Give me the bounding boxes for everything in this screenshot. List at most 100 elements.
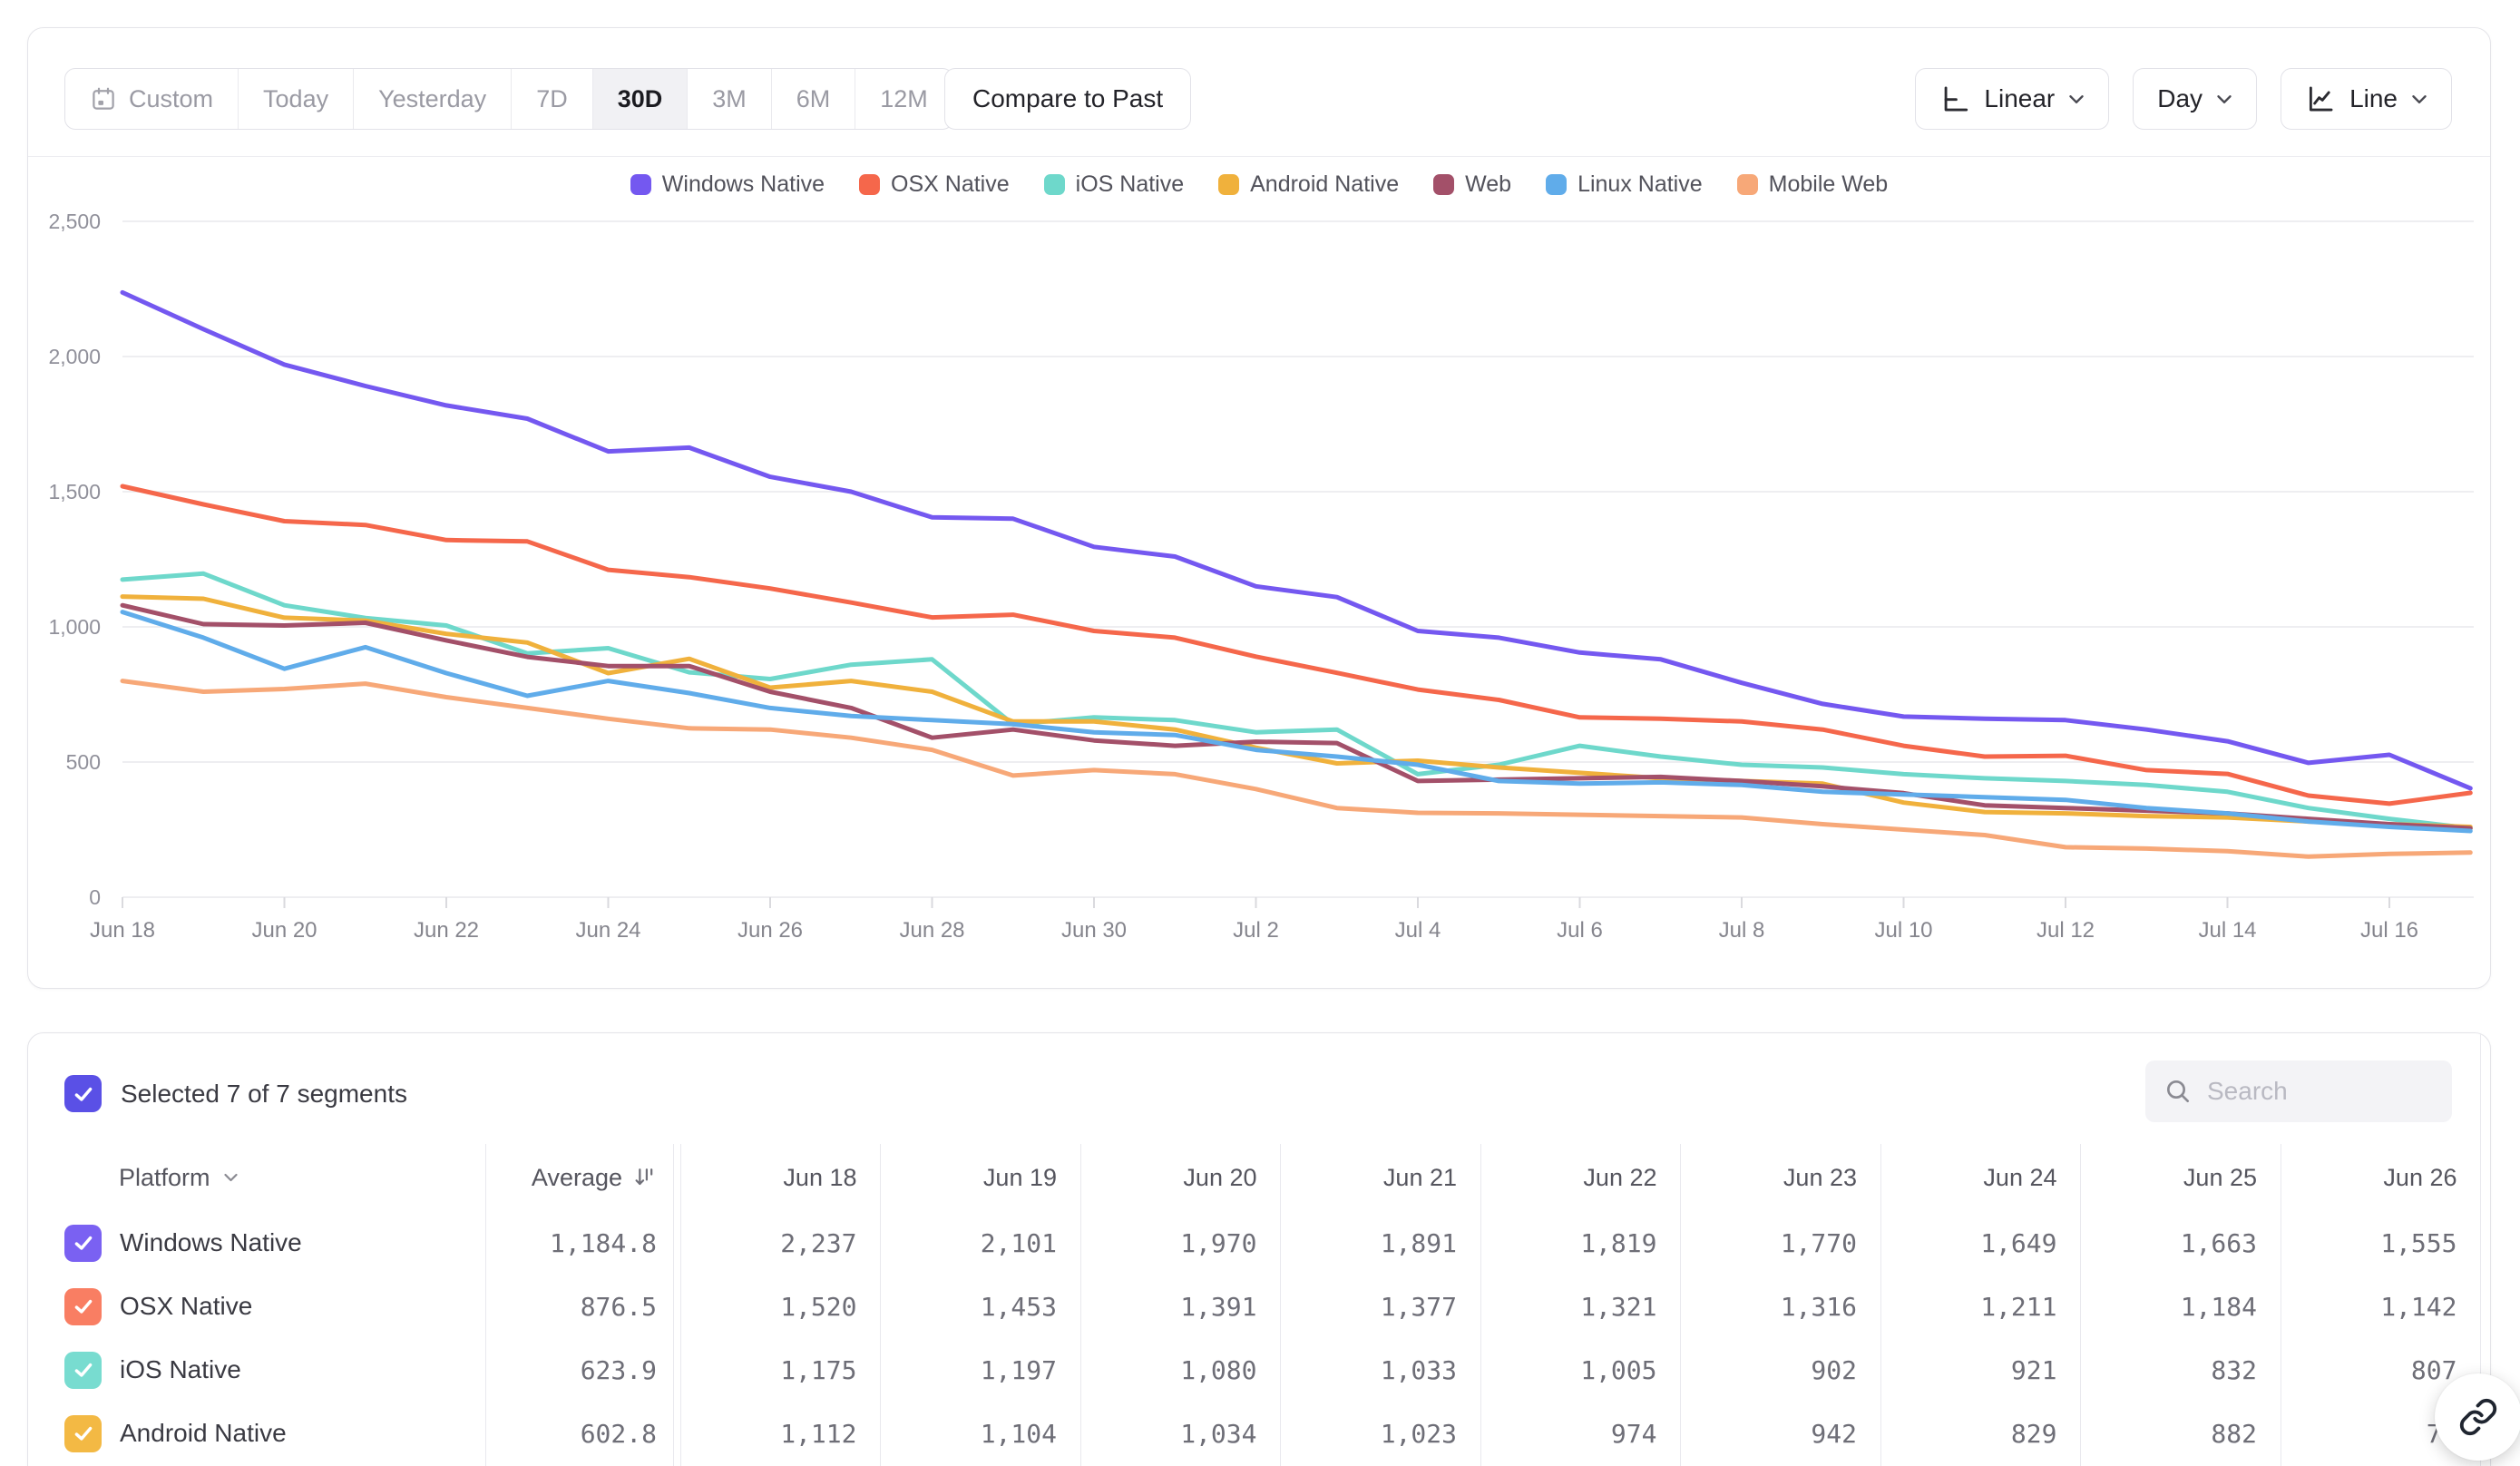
svg-text:Jul 8: Jul 8 [1719,918,1765,943]
column-header-average[interactable]: Average [485,1164,680,1192]
table-cell: 1,184.8 [549,1227,657,1258]
svg-text:Jul 4: Jul 4 [1395,918,1441,943]
table-cell: 1,080 [1180,1354,1257,1385]
table-cell: 974 [1610,1418,1657,1449]
svg-text:2,500: 2,500 [48,210,101,233]
table-cell: 1,023 [1380,1418,1457,1449]
range-7d[interactable]: 7D [512,69,593,129]
series-swatch [1736,174,1758,195]
share-link-button[interactable] [2435,1373,2520,1461]
row-checkbox[interactable] [64,1287,102,1325]
table-cell: 1,033 [1380,1354,1457,1385]
legend-item[interactable]: Mobile Web [1736,171,1888,198]
legend-item[interactable]: Windows Native [630,171,825,198]
table-cell: 921 [2010,1354,2057,1385]
line-chart[interactable]: 0 500 1,000 1,500 2,000 2,500 Jun 18 Jun 20 Jun … [28,28,2492,988]
column-header-date[interactable]: Jun 18 [783,1163,857,1191]
column-header-date[interactable]: Jun 25 [2183,1163,2257,1191]
column-divider [2480,1033,2481,1466]
table-cell: 1,649 [1980,1227,2057,1258]
series-swatch [1043,174,1065,195]
range-6m[interactable]: 6M [772,69,856,129]
range-12m[interactable]: 12M [880,84,928,112]
svg-text:Jun 24: Jun 24 [575,918,640,943]
row-checkbox[interactable] [64,1224,102,1262]
series-swatch [1218,174,1240,195]
chevron-down-icon [223,1173,238,1182]
svg-text:Jun 30: Jun 30 [1061,918,1127,943]
chart-legend: Windows Native OSX Native iOS Native And… [28,171,2490,198]
table-row: Windows Native 1,184.8 2,237 2,101 1,970… [28,1211,2490,1275]
select-all-checkbox[interactable] [64,1075,102,1112]
table-cell: 1,453 [980,1291,1057,1322]
column-divider [680,1144,681,1466]
table-cell: 807 [2410,1354,2457,1385]
table-cell: 1,175 [780,1354,857,1385]
linear-scale-icon [1939,83,1970,114]
row-checkbox[interactable] [64,1414,102,1452]
column-header-date[interactable]: Jun 24 [1983,1163,2057,1191]
column-divider [1880,1144,1881,1466]
search-icon [2167,1080,2189,1102]
search-box [2145,1060,2452,1122]
legend-item[interactable]: Android Native [1218,171,1399,198]
segments-table-card: Selected 7 of 7 segments Platform Averag… [27,1032,2491,1466]
range-today[interactable]: Today [239,69,355,129]
row-label: iOS Native [120,1355,241,1383]
svg-text:Jul 6: Jul 6 [1557,918,1603,943]
row-checkbox[interactable] [64,1351,102,1389]
legend-item[interactable]: iOS Native [1043,171,1184,198]
table-row: iOS Native 623.9 1,175 1,197 1,080 1,033… [28,1338,2490,1402]
table-cell: 1,970 [1180,1227,1257,1258]
compare-to-past-button[interactable]: Compare to Past [944,68,1192,130]
chart-card: Custom Today Yesterday 7D 30D 3M 6M 12M … [27,27,2491,989]
table-cell: 1,184 [2180,1291,2257,1322]
table-cell: 1,555 [2380,1227,2457,1258]
row-label: Windows Native [120,1228,302,1256]
column-header-date[interactable]: Jun 22 [1583,1163,1657,1191]
table-cell: 1,316 [1780,1291,1857,1322]
sort-descending-icon [635,1168,653,1186]
column-header-date[interactable]: Jun 26 [2383,1163,2457,1191]
table-cell: 1,391 [1180,1291,1257,1322]
column-header-date[interactable]: Jun 21 [1382,1163,1457,1191]
svg-text:Jun 22: Jun 22 [414,918,479,943]
table-row: Android Native 602.8 1,112 1,104 1,034 1… [28,1402,2490,1465]
range-yesterday[interactable]: Yesterday [354,69,513,129]
series-swatch [1433,174,1455,195]
range-30d-selected[interactable]: 30D [592,69,689,129]
range-3m[interactable]: 3M [688,69,772,129]
column-header-date[interactable]: Jun 23 [1783,1163,1857,1191]
column-header-date[interactable]: Jun 20 [1183,1163,1257,1191]
column-divider [1280,1144,1281,1466]
svg-text:2,000: 2,000 [48,345,101,368]
table-cell: 1,142 [2380,1291,2457,1322]
table-cell: 2,237 [780,1227,857,1258]
chevron-down-icon [2217,94,2232,103]
table-cell: 1,663 [2180,1227,2257,1258]
svg-text:Jul 10: Jul 10 [1874,918,1932,943]
chevron-down-icon [2069,94,2084,103]
column-divider [880,1144,881,1466]
range-custom[interactable]: Custom [65,69,239,129]
column-divider [485,1144,486,1466]
legend-item[interactable]: Web [1433,171,1511,198]
table-cell: 942 [1811,1418,1857,1449]
legend-item[interactable]: OSX Native [859,171,1010,198]
chart-type-dropdown[interactable]: Line [2281,68,2452,130]
interval-dropdown[interactable]: Day [2133,68,2258,130]
search-input[interactable] [2207,1077,2434,1106]
column-header-platform[interactable]: Platform [28,1164,485,1192]
table-cell: 902 [1811,1354,1857,1385]
table-cell: 602.8 [580,1418,657,1449]
link-icon [2459,1398,2497,1436]
column-header-date[interactable]: Jun 19 [982,1163,1057,1191]
scale-dropdown[interactable]: Linear [1915,68,2110,130]
table-cell: 1,034 [1180,1418,1257,1449]
legend-item[interactable]: Linux Native [1546,171,1703,198]
table-cell: 623.9 [580,1354,657,1385]
table-cell: 1,377 [1380,1291,1457,1322]
svg-text:Jul 14: Jul 14 [2198,918,2256,943]
table-cell: 1,321 [1580,1291,1657,1322]
series-swatch [859,174,881,195]
